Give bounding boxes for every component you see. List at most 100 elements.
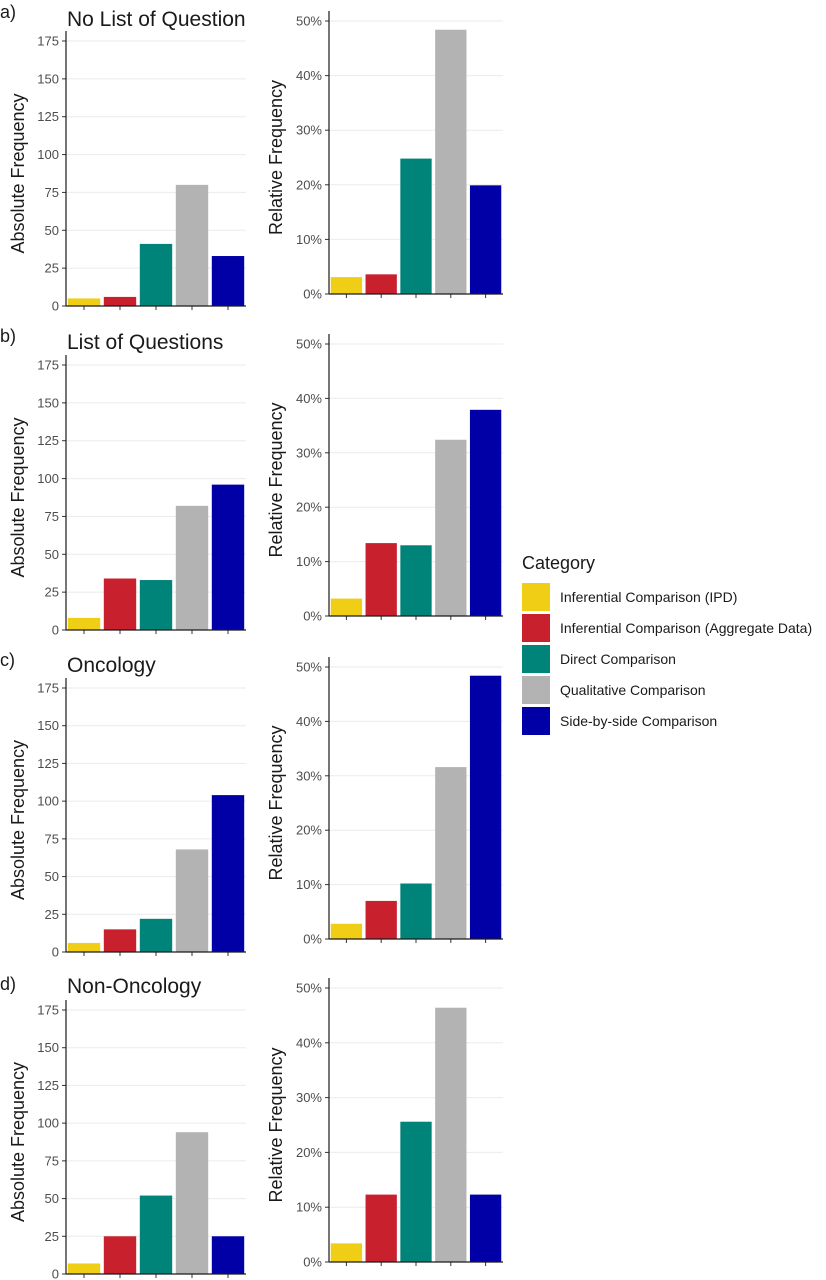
y-tick-label-a-absolute: 25 xyxy=(45,261,59,276)
bar-b-relative-5 xyxy=(469,409,502,616)
y-tick-label-a-relative: 10% xyxy=(296,232,322,247)
y-tick-label-a-relative: 0% xyxy=(303,287,322,302)
chart-c-relative: 0% 10% 20% 30% 40% 50% Relative Frequency xyxy=(266,657,503,947)
y-axis-title-b-relative: Relative Frequency xyxy=(266,402,286,557)
y-tick-label-c-absolute: 100 xyxy=(37,794,59,809)
y-tick-label-d-absolute: 25 xyxy=(45,1229,59,1244)
bar-c-relative-2 xyxy=(365,900,397,939)
bar-b-relative-2 xyxy=(365,543,397,616)
y-tick-label-c-relative: 40% xyxy=(296,714,322,729)
y-tick-label-b-relative: 30% xyxy=(296,445,322,460)
y-tick-label-d-relative: 50% xyxy=(296,981,322,996)
panel-labels: a) No List of Question b) List of Questi… xyxy=(0,2,246,998)
y-tick-label-c-absolute: 50 xyxy=(45,869,59,884)
y-axis-title-a-relative: Relative Frequency xyxy=(266,80,286,235)
y-tick-label-b-relative: 50% xyxy=(296,337,322,352)
bar-b-absolute-2 xyxy=(103,578,137,630)
y-tick-label-b-relative: 20% xyxy=(296,500,322,515)
y-tick-label-c-absolute: 150 xyxy=(37,718,59,733)
bar-b-absolute-3 xyxy=(139,580,173,630)
panel-title-a: No List of Question xyxy=(67,8,246,31)
chart-a-relative: 0% 10% 20% 30% 40% 50% Relative Frequency xyxy=(266,11,503,302)
chart-a-absolute: 0 25 50 75 100 125 150 175 Absolute Frequency xyxy=(8,31,246,314)
bar-a-relative-4 xyxy=(435,29,467,295)
y-tick-label-c-relative: 30% xyxy=(296,768,322,783)
bar-d-absolute-1 xyxy=(67,1263,101,1274)
legend: Category Inferential Comparison (IPD) In… xyxy=(522,553,812,735)
y-tick-label-d-absolute: 0 xyxy=(52,1267,59,1280)
chart-c-absolute: 0 25 50 75 100 125 150 175 Absolute Frequency xyxy=(8,678,246,960)
y-tick-label-b-relative: 0% xyxy=(303,609,322,624)
y-tick-label-a-absolute: 175 xyxy=(37,34,59,49)
y-tick-label-d-relative: 20% xyxy=(296,1145,322,1160)
bar-a-relative-1 xyxy=(330,277,363,294)
y-tick-label-d-relative: 0% xyxy=(303,1255,322,1270)
bar-b-relative-3 xyxy=(400,545,432,616)
panel-title-b: List of Questions xyxy=(67,331,223,354)
y-tick-label-a-absolute: 100 xyxy=(37,147,59,162)
y-tick-label-b-absolute: 125 xyxy=(37,433,59,448)
bar-d-relative-3 xyxy=(400,1121,432,1262)
bar-a-relative-5 xyxy=(469,185,502,294)
bar-a-absolute-2 xyxy=(103,296,137,306)
legend-label-direct: Direct Comparison xyxy=(560,651,676,667)
panel-letter-b: b) xyxy=(0,326,16,346)
bar-a-absolute-5 xyxy=(211,256,245,306)
bar-a-absolute-1 xyxy=(67,298,101,306)
y-tick-label-d-absolute: 100 xyxy=(37,1116,59,1131)
legend-swatch-qualitative xyxy=(522,676,550,704)
bar-d-absolute-2 xyxy=(103,1236,137,1274)
panel-title-d: Non-Oncology xyxy=(67,975,202,998)
bar-c-absolute-1 xyxy=(67,942,101,952)
y-tick-label-a-relative: 50% xyxy=(296,14,322,29)
y-tick-label-d-absolute: 50 xyxy=(45,1191,59,1206)
chart-d-absolute: 0 25 50 75 100 125 150 175 Absolute Frequency xyxy=(8,1000,246,1280)
bar-b-relative-4 xyxy=(435,439,467,616)
panel-letter-a: a) xyxy=(0,2,16,22)
y-tick-label-c-absolute: 75 xyxy=(45,831,59,846)
y-tick-label-b-absolute: 0 xyxy=(52,623,59,638)
y-tick-label-b-relative: 40% xyxy=(296,391,322,406)
chart-b-absolute: 0 25 50 75 100 125 150 175 Absolute Frequency xyxy=(8,355,246,638)
bar-b-absolute-4 xyxy=(175,505,209,630)
legend-swatch-aggregate xyxy=(522,614,550,642)
legend-swatch-direct xyxy=(522,645,550,673)
y-axis-title-b-absolute: Absolute Frequency xyxy=(8,417,28,577)
legend-title: Category xyxy=(522,553,595,573)
bar-a-relative-2 xyxy=(365,274,397,294)
y-tick-label-b-absolute: 175 xyxy=(37,358,59,373)
y-tick-label-c-relative: 20% xyxy=(296,823,322,838)
y-tick-label-d-relative: 30% xyxy=(296,1090,322,1105)
y-tick-label-d-absolute: 150 xyxy=(37,1040,59,1055)
bar-b-relative-1 xyxy=(330,598,363,616)
y-axis-title-a-absolute: Absolute Frequency xyxy=(8,93,28,253)
y-tick-label-c-absolute: 125 xyxy=(37,756,59,771)
bar-b-absolute-1 xyxy=(67,617,101,630)
y-tick-label-a-absolute: 50 xyxy=(45,223,59,238)
y-axis-title-c-absolute: Absolute Frequency xyxy=(8,740,28,900)
bar-d-relative-1 xyxy=(330,1243,363,1262)
bar-c-relative-1 xyxy=(330,923,363,939)
panel-letter-d: d) xyxy=(0,974,16,994)
y-tick-label-b-absolute: 25 xyxy=(45,585,59,600)
bar-d-absolute-4 xyxy=(175,1132,209,1274)
bar-d-absolute-5 xyxy=(211,1236,245,1274)
chart-d-relative: 0% 10% 20% 30% 40% 50% Relative Frequency xyxy=(266,978,503,1270)
bar-c-relative-4 xyxy=(435,767,467,939)
y-tick-label-c-absolute: 25 xyxy=(45,907,59,922)
y-tick-label-a-relative: 20% xyxy=(296,177,322,192)
bar-d-relative-4 xyxy=(435,1007,467,1262)
legend-swatch-side-by-side xyxy=(522,707,550,735)
bar-d-relative-5 xyxy=(469,1194,502,1262)
bar-c-absolute-3 xyxy=(139,918,173,952)
panel-letter-c: c) xyxy=(0,650,15,670)
y-axis-title-d-relative: Relative Frequency xyxy=(266,1047,286,1202)
y-tick-label-c-absolute: 0 xyxy=(52,945,59,960)
legend-label-ipd: Inferential Comparison (IPD) xyxy=(560,589,737,605)
legend-label-side-by-side: Side-by-side Comparison xyxy=(560,713,717,729)
bar-c-relative-3 xyxy=(400,883,432,939)
bar-a-relative-3 xyxy=(400,158,432,294)
y-tick-label-c-relative: 0% xyxy=(303,932,322,947)
y-tick-label-a-absolute: 150 xyxy=(37,71,59,86)
